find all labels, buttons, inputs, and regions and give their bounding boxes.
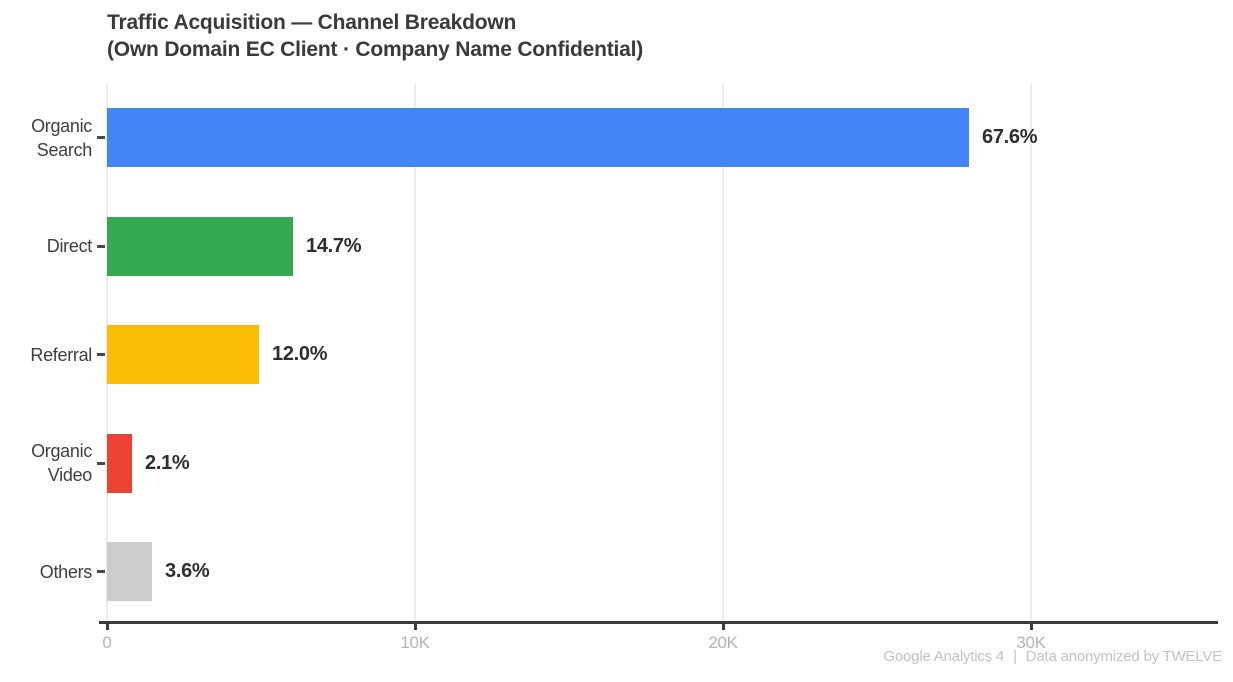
x-tick-label-10K: 10K: [400, 633, 430, 652]
chart-title: Traffic Acquisition — Channel Breakdown …: [107, 9, 643, 63]
bar-organic-search: [107, 108, 969, 167]
bar-others: [107, 542, 152, 601]
category-label-2: Referral: [30, 344, 92, 365]
y-tick-3: [97, 461, 105, 465]
value-label-3: 2.1%: [145, 451, 190, 474]
x-tick-0: [105, 621, 109, 630]
x-tick-label-0: 0: [102, 633, 112, 652]
footer-note: Data anonymized by TWELVE: [1025, 648, 1222, 665]
value-label-4: 3.6%: [165, 560, 210, 582]
gridline-30K: [1030, 83, 1032, 621]
y-tick-2: [97, 353, 105, 356]
footer-attribution: Google Analytics 4 | Data anonymized by TW…: [883, 648, 1222, 665]
x-tick-20K: [721, 621, 725, 630]
x-axis-line: [99, 621, 1218, 624]
bar-organic-video: [107, 433, 132, 493]
y-tick-4: [97, 570, 105, 573]
x-tick-10K: [413, 621, 417, 630]
y-tick-0: [97, 136, 105, 139]
bar-direct: [107, 216, 293, 276]
value-label-1: 14.7%: [306, 234, 362, 257]
bar-referral: [107, 325, 259, 384]
category-label-3: Organic Video: [31, 441, 92, 485]
x-tick-30K: [1029, 621, 1033, 630]
footer-separator: |: [1013, 648, 1017, 665]
category-label-1: Direct: [46, 236, 93, 256]
gridline-20K: [722, 83, 724, 621]
footer-source: Google Analytics 4: [883, 648, 1005, 665]
chart-title-line1: Traffic Acquisition — Channel Breakdown: [107, 11, 517, 34]
x-tick-label-20K: 20K: [708, 633, 738, 652]
chart-title-line2: (Own Domain EC Client · Company Name Con…: [107, 38, 644, 61]
value-label-0: 67.6%: [982, 126, 1038, 148]
y-tick-1: [97, 244, 105, 248]
x-tick-label-30K: 30K: [1016, 633, 1046, 652]
category-label-4: Others: [39, 561, 93, 582]
category-label-0: Organic Search: [31, 115, 92, 160]
gridline-10K: [414, 83, 416, 621]
value-label-2: 12.0%: [272, 343, 328, 365]
